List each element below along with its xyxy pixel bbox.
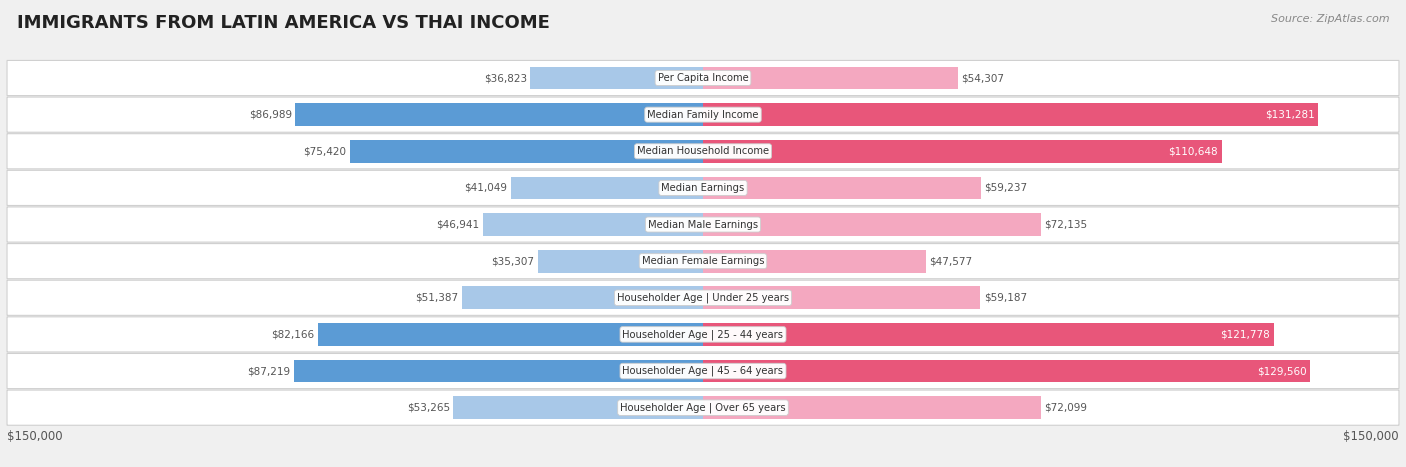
FancyBboxPatch shape xyxy=(7,390,1399,425)
Text: $46,941: $46,941 xyxy=(436,219,479,229)
FancyBboxPatch shape xyxy=(7,317,1399,352)
Bar xyxy=(318,323,703,346)
FancyBboxPatch shape xyxy=(7,60,1399,96)
Bar xyxy=(703,360,1310,382)
Bar xyxy=(703,396,1040,419)
FancyBboxPatch shape xyxy=(7,134,1399,169)
Bar xyxy=(703,250,927,273)
Text: $82,166: $82,166 xyxy=(271,329,315,340)
Bar xyxy=(350,140,703,163)
Text: $129,560: $129,560 xyxy=(1257,366,1306,376)
Text: $54,307: $54,307 xyxy=(962,73,1004,83)
Text: $75,420: $75,420 xyxy=(304,146,346,156)
Text: Median Male Earnings: Median Male Earnings xyxy=(648,219,758,229)
Text: IMMIGRANTS FROM LATIN AMERICA VS THAI INCOME: IMMIGRANTS FROM LATIN AMERICA VS THAI IN… xyxy=(17,14,550,32)
Bar xyxy=(703,213,1040,236)
Text: $53,265: $53,265 xyxy=(406,403,450,413)
Text: $35,307: $35,307 xyxy=(491,256,534,266)
Text: $87,219: $87,219 xyxy=(247,366,291,376)
Text: $131,281: $131,281 xyxy=(1265,110,1315,120)
Text: Median Earnings: Median Earnings xyxy=(661,183,745,193)
Text: $36,823: $36,823 xyxy=(484,73,527,83)
Text: Per Capita Income: Per Capita Income xyxy=(658,73,748,83)
Bar xyxy=(484,213,703,236)
FancyBboxPatch shape xyxy=(7,207,1399,242)
Bar xyxy=(294,360,703,382)
Bar xyxy=(703,103,1319,126)
Bar xyxy=(453,396,703,419)
Text: $150,000: $150,000 xyxy=(7,431,63,443)
Text: $86,989: $86,989 xyxy=(249,110,292,120)
Bar xyxy=(530,67,703,89)
Text: Householder Age | 25 - 44 years: Householder Age | 25 - 44 years xyxy=(623,329,783,340)
Bar xyxy=(703,286,980,309)
Text: Median Female Earnings: Median Female Earnings xyxy=(641,256,765,266)
Text: $41,049: $41,049 xyxy=(464,183,508,193)
FancyBboxPatch shape xyxy=(7,170,1399,205)
Bar xyxy=(463,286,703,309)
Text: Median Family Income: Median Family Income xyxy=(647,110,759,120)
Text: $59,237: $59,237 xyxy=(984,183,1028,193)
Bar xyxy=(537,250,703,273)
Text: $110,648: $110,648 xyxy=(1168,146,1218,156)
Text: Householder Age | Over 65 years: Householder Age | Over 65 years xyxy=(620,403,786,413)
Text: $121,778: $121,778 xyxy=(1220,329,1270,340)
Text: $59,187: $59,187 xyxy=(984,293,1026,303)
Text: Source: ZipAtlas.com: Source: ZipAtlas.com xyxy=(1271,14,1389,24)
Text: Householder Age | Under 25 years: Householder Age | Under 25 years xyxy=(617,292,789,303)
Text: Median Household Income: Median Household Income xyxy=(637,146,769,156)
Bar xyxy=(703,140,1222,163)
Text: $150,000: $150,000 xyxy=(1343,431,1399,443)
Text: Householder Age | 45 - 64 years: Householder Age | 45 - 64 years xyxy=(623,366,783,376)
Text: $72,099: $72,099 xyxy=(1045,403,1087,413)
FancyBboxPatch shape xyxy=(7,97,1399,132)
Text: $51,387: $51,387 xyxy=(416,293,458,303)
Text: $47,577: $47,577 xyxy=(929,256,973,266)
FancyBboxPatch shape xyxy=(7,244,1399,279)
Bar xyxy=(703,177,980,199)
Text: $72,135: $72,135 xyxy=(1045,219,1088,229)
FancyBboxPatch shape xyxy=(7,280,1399,315)
Bar xyxy=(510,177,703,199)
Bar xyxy=(703,67,957,89)
Bar xyxy=(295,103,703,126)
Bar xyxy=(703,323,1274,346)
FancyBboxPatch shape xyxy=(7,354,1399,389)
